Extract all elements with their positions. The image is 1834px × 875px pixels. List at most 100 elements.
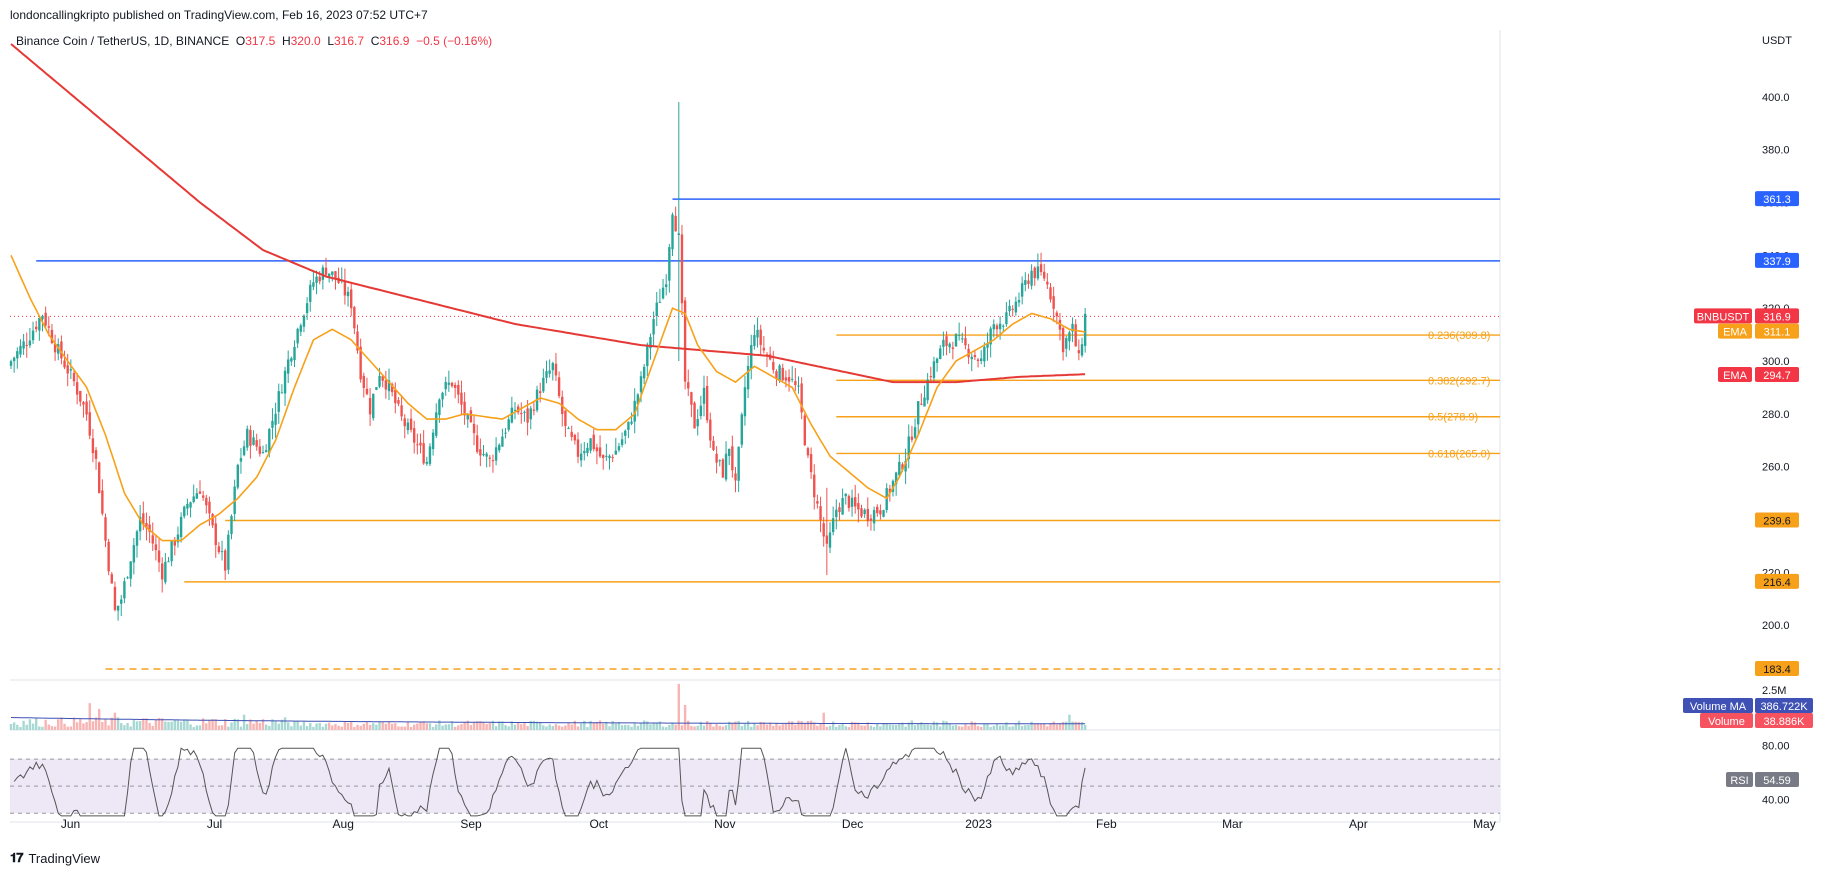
candle-body <box>290 358 293 362</box>
volume-bar <box>31 723 35 730</box>
indicator-value-tag-bg <box>1755 367 1799 383</box>
volume-bar <box>598 720 602 730</box>
volume-bar <box>1024 725 1027 730</box>
volume-bar <box>57 719 60 730</box>
candle-body <box>189 502 192 508</box>
candle-body <box>787 377 791 382</box>
volume-bar <box>258 723 262 730</box>
candle-body <box>605 455 608 457</box>
volume-bar <box>47 724 50 730</box>
volume-bar <box>116 717 120 730</box>
volume-bar <box>857 722 860 730</box>
volume-bar <box>211 719 214 730</box>
tradingview-brand[interactable]: 𝟏𝟕 TradingView <box>10 850 100 866</box>
symbol-name: Binance Coin / TetherUS, 1D, BINANCE <box>16 34 230 48</box>
volume-bar <box>469 725 473 730</box>
candle-body <box>948 343 951 348</box>
rsi-name-tag-bg <box>1726 771 1753 787</box>
volume-bar <box>208 720 211 730</box>
x-tick-label: 2023 <box>965 817 992 831</box>
candle-body <box>945 336 948 347</box>
candle-body <box>135 531 139 546</box>
volume-bar <box>1014 723 1018 730</box>
candle-body <box>38 317 41 331</box>
candle-body <box>482 453 485 456</box>
volume-bar <box>145 718 148 730</box>
volume-bar <box>246 724 249 730</box>
candle-body <box>545 371 548 378</box>
candle-body <box>901 464 904 470</box>
volume-bar <box>850 721 854 730</box>
candle-body <box>1014 301 1018 313</box>
volume-bar <box>60 717 63 730</box>
fib-level-label: 0.382(292.7) <box>1428 375 1490 387</box>
volume-bar <box>554 724 558 730</box>
volume-bar <box>608 726 611 730</box>
candle-body <box>469 410 473 423</box>
candle-body <box>466 414 469 420</box>
volume-bar <box>929 725 932 730</box>
y-tick-label: 200.0 <box>1762 620 1790 632</box>
candle-body <box>778 365 781 381</box>
candle-body <box>674 215 677 232</box>
candle-body <box>598 447 602 457</box>
volume-ma-value-tag: 386.722K <box>1755 698 1813 713</box>
volume-bar <box>948 723 951 730</box>
open-label: O <box>235 34 246 48</box>
volume-bar <box>611 720 614 730</box>
candle-body <box>365 388 369 395</box>
volume-bar <box>394 723 397 730</box>
candle-body <box>126 577 129 579</box>
publisher-line: londoncallingkripto published on Trading… <box>10 8 428 22</box>
candle-body <box>759 329 762 345</box>
indicator-value-tag-text: 294.7 <box>1763 370 1791 382</box>
candle-body <box>16 351 19 359</box>
volume-bar <box>375 724 378 730</box>
volume-bar <box>731 722 734 730</box>
volume-bar <box>431 726 435 730</box>
candle-body <box>69 369 73 371</box>
volume-bar <box>970 721 973 730</box>
volume-bar <box>1039 723 1043 730</box>
candle-body <box>655 302 658 317</box>
volume-bar <box>120 723 123 730</box>
volume-bar <box>151 725 154 730</box>
volume-bar <box>368 724 372 730</box>
candle-body <box>283 370 287 394</box>
candle-body <box>1068 332 1071 342</box>
volume-bar <box>926 724 929 730</box>
volume-bar <box>1083 724 1087 730</box>
candle-body <box>1002 325 1005 327</box>
rsi-value-tag-bg <box>1755 771 1799 787</box>
candle-body <box>494 447 498 461</box>
volume-value-tag: 38.886K <box>1755 713 1813 728</box>
candle-body <box>44 312 47 326</box>
candle-body <box>378 375 381 387</box>
volume-bar <box>831 721 835 730</box>
candle-body <box>602 455 605 459</box>
candle-body <box>576 439 580 457</box>
volume-bar <box>343 721 347 730</box>
candle-body <box>1024 280 1027 285</box>
x-tick-label: May <box>1473 817 1496 831</box>
axes: USDT200.0220.0240.0260.0280.0300.0320.03… <box>61 35 1792 831</box>
level-price-tag-bg <box>1755 191 1799 207</box>
volume-bar <box>589 720 592 730</box>
candle-body <box>589 438 592 451</box>
volume-ma-value-tag-bg <box>1755 698 1813 713</box>
candle-body <box>800 383 803 413</box>
candle-body <box>302 315 306 327</box>
volume-bar <box>16 724 19 730</box>
volume-bar <box>844 726 847 730</box>
volume-bar <box>413 724 416 730</box>
volume-bar <box>353 726 356 730</box>
volume-bar <box>400 726 403 730</box>
volume-bar <box>157 717 161 730</box>
volume-bar <box>957 726 961 730</box>
candle-body <box>441 392 444 400</box>
volume-bar <box>526 726 529 730</box>
volume-bar <box>98 708 101 730</box>
volume-bar <box>894 724 898 730</box>
candle-body <box>346 291 350 297</box>
